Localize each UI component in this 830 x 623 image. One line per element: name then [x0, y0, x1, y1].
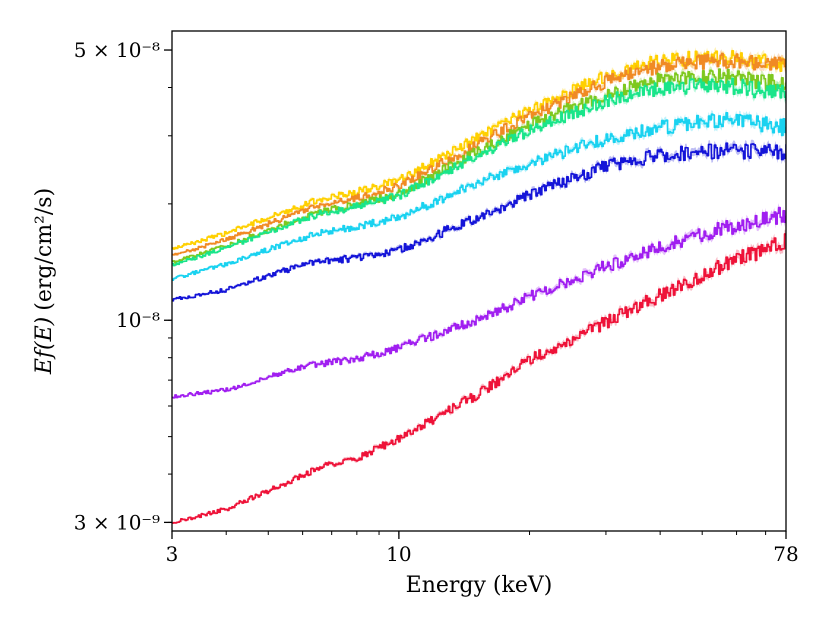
spectrum-8-line	[172, 233, 786, 524]
series-layer	[172, 46, 786, 525]
spectrum-7-line	[172, 206, 786, 399]
spectrum-2-line	[172, 52, 786, 256]
plot-frame	[171, 30, 787, 532]
spectrum-4-line	[172, 77, 786, 267]
y-tick-label: 3 × 10⁻⁹	[74, 510, 160, 534]
x-axis-title: Energy (keV)	[406, 573, 553, 598]
tick-layer: 3 10 78 3 × 10⁻⁹ 10⁻⁸ 5 × 10⁻⁸	[74, 38, 799, 566]
y-axis-title-units: (erg/cm²/s)	[32, 188, 57, 311]
spectrum-1-line	[172, 49, 786, 250]
spectrum-5-line	[172, 112, 786, 281]
y-axis-title-main: Ef(E)	[32, 317, 57, 375]
spectrum-3-line	[172, 68, 786, 264]
y-tick-label: 5 × 10⁻⁸	[74, 38, 160, 62]
x-tick-label: 78	[773, 542, 798, 566]
y-axis-title: Ef(E) (erg/cm²/s)	[32, 188, 57, 375]
y-tick-label: 10⁻⁸	[116, 308, 160, 332]
spectrum-6-line	[172, 142, 786, 302]
x-tick-label: 3	[166, 542, 179, 566]
x-tick-label: 10	[386, 542, 411, 566]
